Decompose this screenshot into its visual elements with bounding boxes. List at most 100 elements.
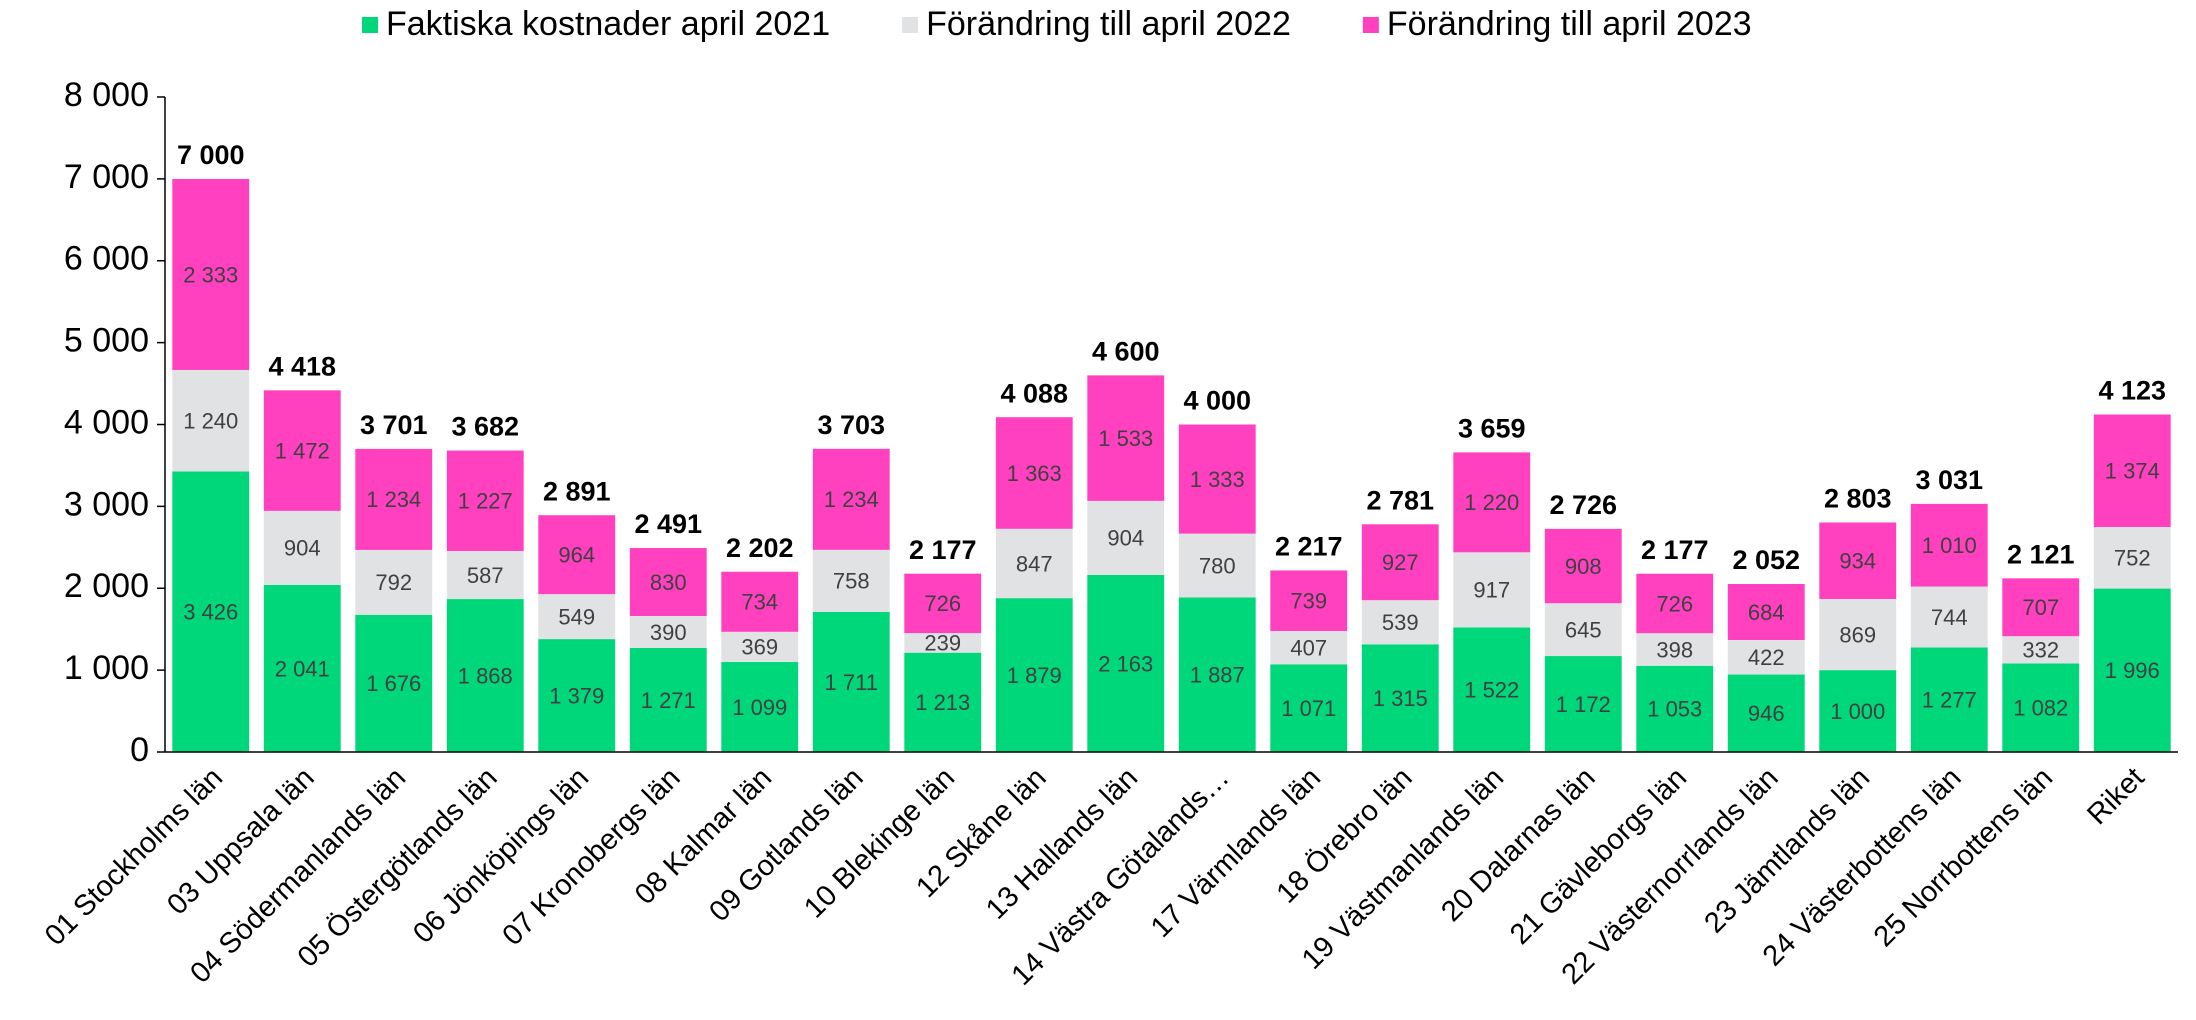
bar-segment — [1270, 630, 1348, 665]
total-label: 3 703 — [817, 410, 885, 440]
x-tick-label: 09 Gotlands län — [703, 762, 869, 928]
bar-segment — [538, 639, 616, 752]
total-label: 2 052 — [1732, 545, 1800, 575]
total-label: 4 000 — [1183, 386, 1251, 416]
bar-segment — [538, 594, 616, 640]
bar-segment — [1727, 639, 1805, 675]
total-label: 2 177 — [1641, 535, 1709, 565]
bar-segment — [2002, 663, 2080, 752]
x-tick-label: 21 Gävleborgs län — [1504, 762, 1693, 951]
bar-segment — [1727, 583, 1805, 640]
legend-swatch — [1362, 17, 1379, 33]
legend-label: Faktiska kostnader april 2021 — [386, 5, 830, 43]
value-label: 1 240 — [183, 409, 238, 434]
value-label: 792 — [375, 570, 412, 595]
x-tick-label: 17 Värmlands län — [1145, 762, 1327, 944]
total-label: 3 701 — [360, 410, 428, 440]
total-label: 7 000 — [177, 140, 245, 170]
value-label: 1 379 — [549, 683, 604, 708]
bar-segment — [172, 471, 250, 752]
bar-segment — [1087, 500, 1165, 575]
value-label: 908 — [1565, 554, 1602, 579]
value-label: 1 000 — [1830, 699, 1885, 724]
value-label: 946 — [1748, 701, 1785, 726]
bar-segment — [1910, 586, 1988, 648]
y-tick-label: 1 000 — [64, 649, 149, 687]
bar-segment — [1910, 503, 1988, 587]
value-label: 1 333 — [1190, 467, 1245, 492]
legend-swatch — [902, 17, 919, 33]
y-tick-label: 0 — [130, 731, 149, 769]
value-label: 830 — [650, 570, 687, 595]
total-label: 4 123 — [2098, 376, 2166, 406]
bar-segment — [1453, 552, 1531, 628]
bar-segment — [538, 515, 616, 595]
value-label: 3 426 — [183, 600, 238, 625]
value-label: 1 172 — [1556, 692, 1611, 717]
legend-swatch — [362, 17, 378, 33]
value-label: 1 082 — [2013, 696, 2068, 721]
value-label: 1 234 — [824, 487, 879, 512]
bar-segment — [355, 549, 433, 615]
value-label: 369 — [741, 635, 778, 660]
value-label: 780 — [1199, 553, 1236, 578]
bar-segment — [1361, 600, 1439, 645]
value-label: 2 041 — [275, 656, 330, 681]
total-label: 2 217 — [1275, 532, 1343, 562]
y-tick-label: 4 000 — [64, 403, 149, 441]
bar-segment — [995, 598, 1073, 752]
value-label: 1 271 — [641, 688, 696, 713]
y-tick-label: 6 000 — [64, 240, 149, 278]
y-tick-label: 5 000 — [64, 322, 149, 360]
bar-segment — [1819, 522, 1897, 599]
bar-segment — [1910, 647, 1988, 752]
value-label: 1 071 — [1281, 696, 1336, 721]
value-label: 1 533 — [1098, 426, 1153, 451]
value-label: 422 — [1748, 645, 1785, 670]
value-label: 2 333 — [183, 262, 238, 287]
bar-segment — [1636, 573, 1714, 634]
bar-segment — [2093, 414, 2171, 528]
value-label: 1 879 — [1007, 663, 1062, 688]
total-label: 2 781 — [1366, 485, 1434, 515]
bar-segment — [812, 611, 890, 752]
bar-segment — [2002, 578, 2080, 637]
bar-segment — [904, 652, 982, 752]
bar-segment — [721, 631, 799, 663]
bar-segment — [1087, 375, 1165, 501]
value-label: 407 — [1290, 635, 1327, 660]
value-label: 684 — [1748, 600, 1785, 625]
x-tick-label: 25 Norrbottens län — [1868, 762, 2059, 953]
x-tick-label: 01 Stockholms län — [39, 762, 229, 952]
total-label: 3 659 — [1458, 414, 1526, 444]
value-label: 390 — [650, 620, 687, 645]
total-label: 2 803 — [1824, 484, 1892, 514]
bar-segment — [721, 662, 799, 752]
value-label: 1 868 — [458, 663, 513, 688]
value-label: 2 163 — [1098, 651, 1153, 676]
value-label: 587 — [467, 563, 504, 588]
bar-segment — [2093, 527, 2171, 589]
bar-segment — [1270, 570, 1348, 631]
bar-segment — [446, 550, 524, 600]
value-label: 1 220 — [1464, 490, 1519, 515]
value-label: 1 711 — [825, 670, 878, 695]
total-label: 2 891 — [543, 476, 611, 506]
bar-segment — [1178, 533, 1256, 598]
y-tick-label: 8 000 — [64, 76, 149, 114]
value-label: 1 053 — [1647, 697, 1702, 722]
value-label: 549 — [558, 604, 595, 629]
bar-segment — [904, 633, 982, 653]
value-label: 398 — [1656, 637, 1693, 662]
value-label: 1 213 — [915, 690, 970, 715]
value-label: 1 277 — [1922, 688, 1977, 713]
bar-segment — [629, 616, 707, 648]
value-label: 726 — [1656, 591, 1693, 616]
bar-segment — [1087, 574, 1165, 752]
value-label: 1 363 — [1007, 461, 1062, 486]
bar-segment — [263, 510, 341, 585]
total-label: 2 491 — [634, 509, 702, 539]
value-label: 758 — [833, 569, 870, 594]
bar-segment — [263, 584, 341, 752]
bar-segment — [1544, 603, 1622, 657]
